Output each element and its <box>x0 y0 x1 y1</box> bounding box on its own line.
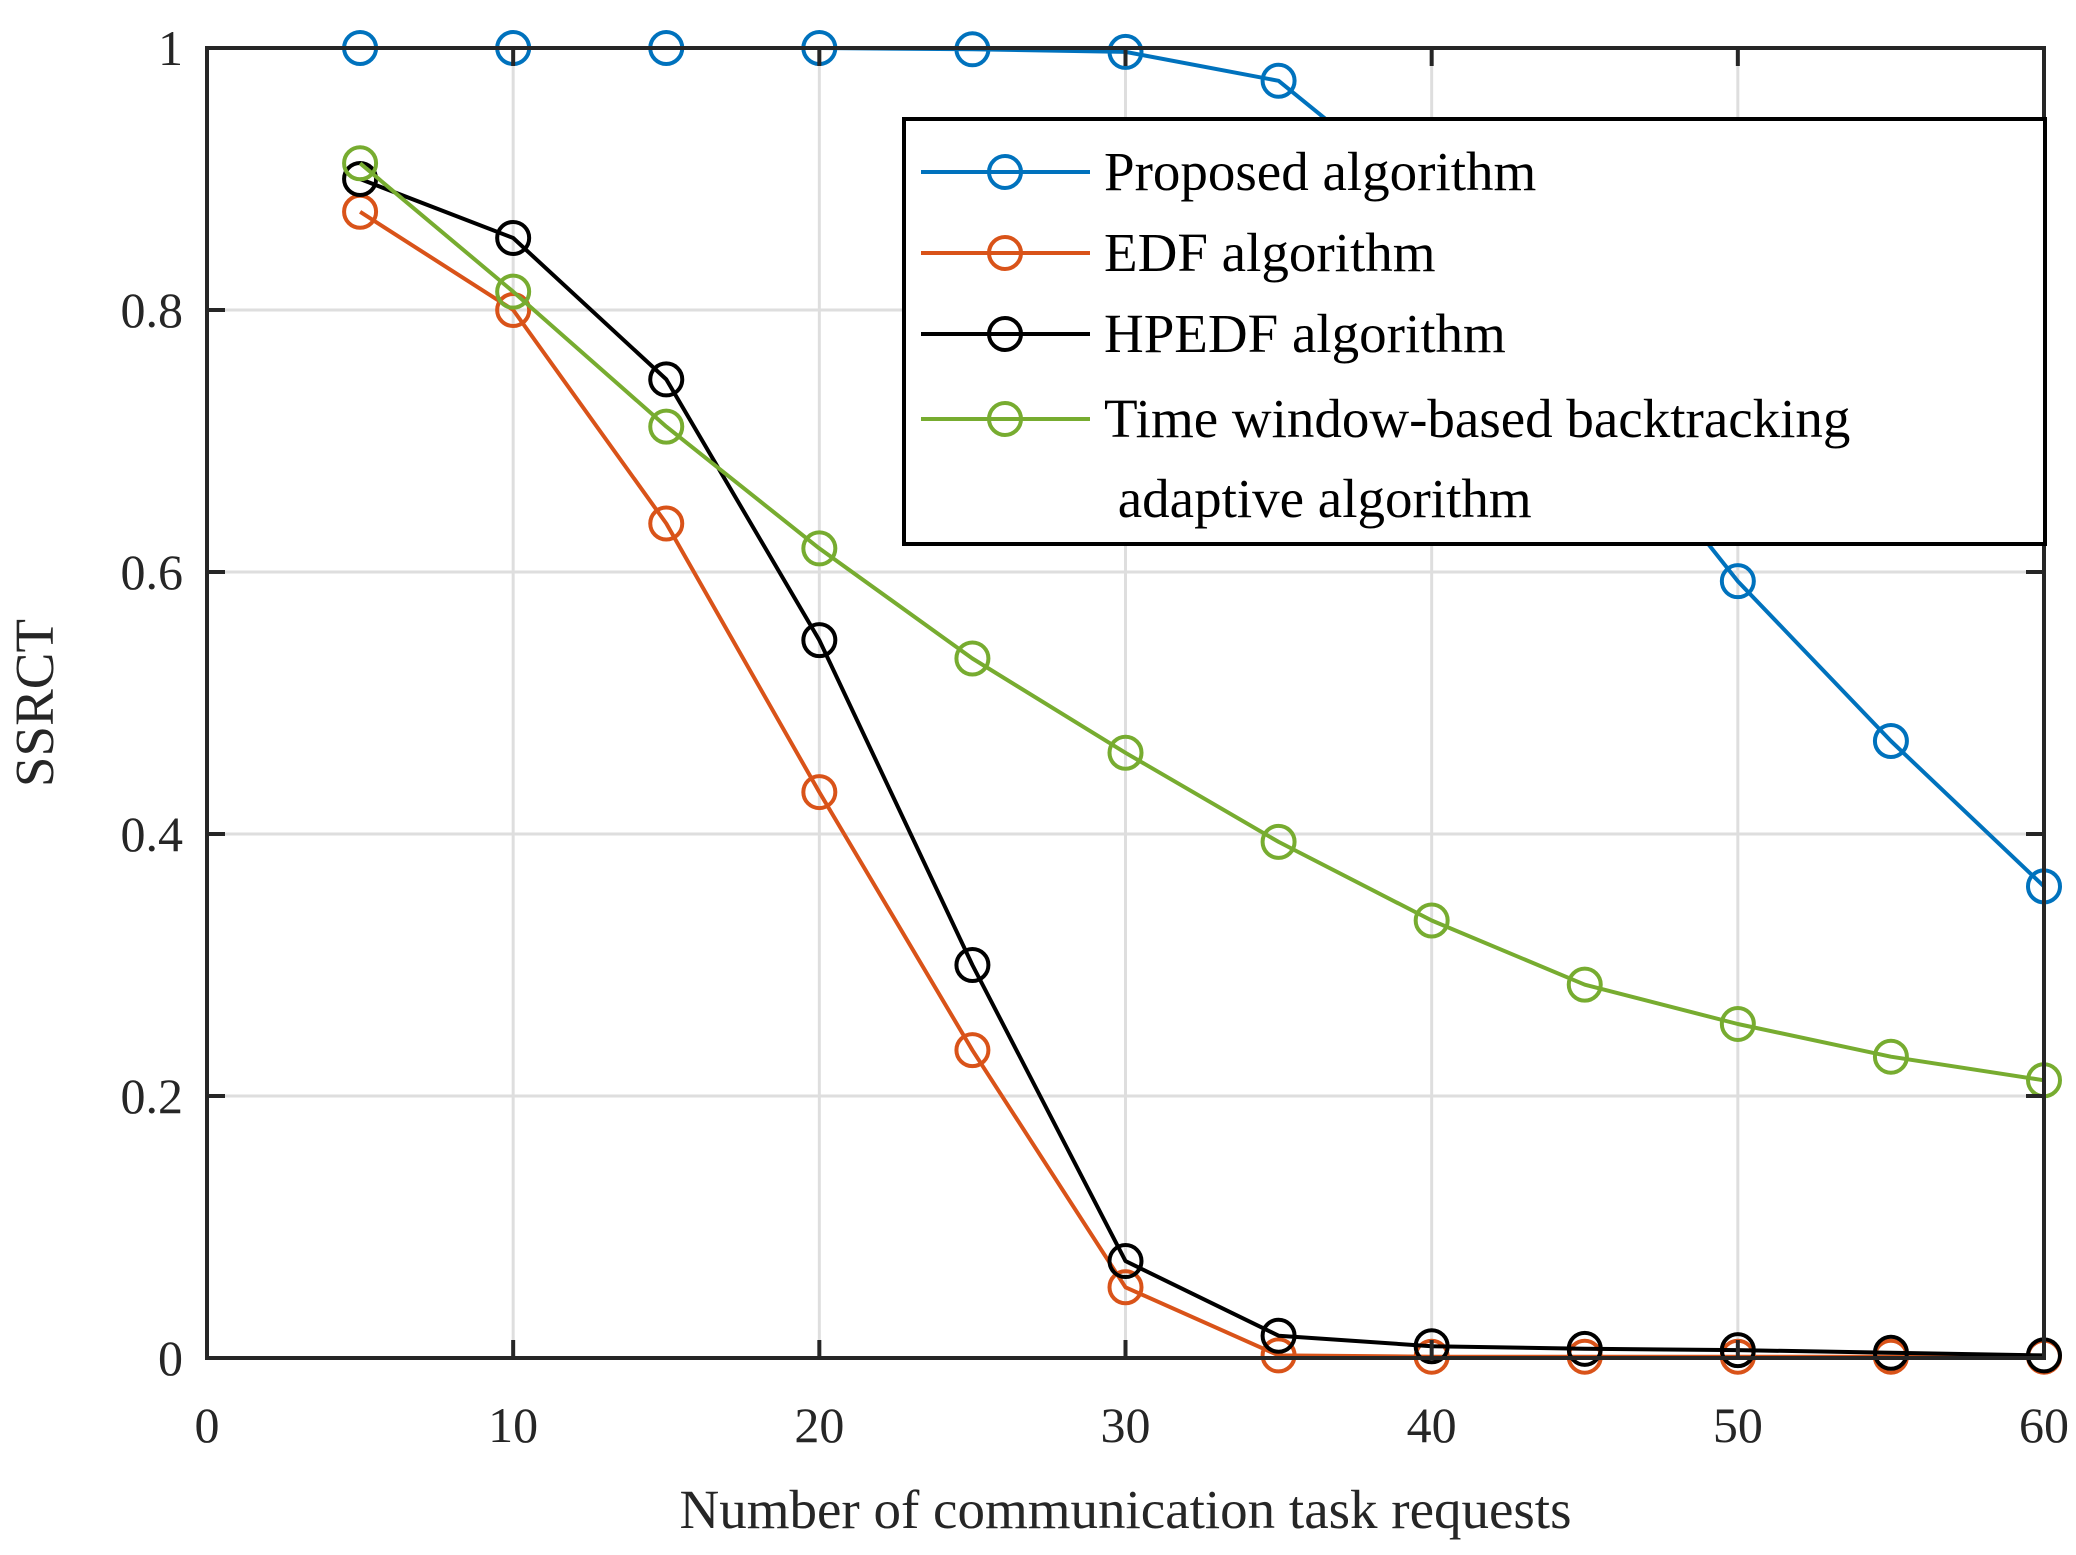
legend-marker-3 <box>987 401 1023 437</box>
legend-label-line-3-1: adaptive algorithm <box>1104 468 1532 529</box>
legend-label-line-3-0: Time window-based backtracking <box>1104 388 1850 449</box>
x-axis-title: Number of communication task requests <box>679 1479 1571 1540</box>
data-point-3-4 <box>954 640 991 677</box>
data-point-0-5 <box>1107 33 1144 70</box>
data-point-3-6 <box>1260 823 1297 860</box>
x-tick-label-1: 10 <box>488 1397 538 1453</box>
data-point-2-4 <box>954 947 991 983</box>
legend-box <box>902 117 2047 546</box>
y-tick-label-2: 0.4 <box>121 806 184 862</box>
data-point-3-10 <box>1872 1038 1909 1075</box>
data-point-1-3 <box>801 774 838 811</box>
data-point-2-1 <box>495 219 532 256</box>
data-point-1-0 <box>342 193 379 230</box>
legend-label-0: Proposed algorithm <box>1104 141 1536 202</box>
data-point-3-3 <box>801 530 838 567</box>
x-tick-label-0: 0 <box>195 1397 220 1453</box>
data-point-2-6 <box>1260 1317 1297 1354</box>
series-2 <box>342 161 2062 1374</box>
data-point-1-5 <box>1107 1269 1144 1306</box>
legend-label-line-2-0: HPEDF algorithm <box>1104 303 1506 364</box>
x-tick-label-5: 50 <box>1713 1397 1763 1453</box>
data-point-2-7 <box>1413 1328 1450 1365</box>
y-tick-label-1: 0.2 <box>121 1068 184 1124</box>
data-point-0-6 <box>1260 62 1297 99</box>
series-line-3 <box>358 161 2045 1083</box>
legend-label-3: Time window-based backtracking adaptive … <box>1104 388 1850 529</box>
legend-marker-2 <box>987 316 1023 352</box>
data-point-2-10 <box>1872 1334 1909 1371</box>
axis-ticks <box>205 46 2046 1360</box>
data-point-2-5 <box>1107 1243 1144 1280</box>
y-axis-title: SSRCT <box>4 619 65 787</box>
data-point-3-0 <box>342 145 379 182</box>
series-line-2 <box>359 177 2045 1358</box>
legend-label-line-0-0: Proposed algorithm <box>1104 141 1536 202</box>
data-point-3-5 <box>1107 734 1144 771</box>
data-point-2-9 <box>1719 1332 1756 1369</box>
legend: Proposed algorithm EDF algorithm HPEDF alg… <box>902 117 2047 546</box>
y-tick-label-0: 0 <box>158 1330 183 1386</box>
data-point-1-6 <box>1260 1337 1297 1374</box>
x-tick-label-3: 30 <box>1101 1397 1151 1453</box>
data-point-1-4 <box>954 1032 991 1069</box>
data-point-0-10 <box>1872 722 1909 759</box>
data-point-2-8 <box>1566 1330 1603 1367</box>
y-tick-label-5: 1 <box>158 20 183 76</box>
data-point-3-8 <box>1566 966 1603 1003</box>
axis-tick-labels: 0 10 20 30 40 50 60 0 0.2 0.4 0.6 0.8 1 <box>121 20 2070 1453</box>
y-tick-label-4: 0.8 <box>121 282 184 338</box>
legend-marker-1 <box>987 235 1023 271</box>
data-point-3-2 <box>648 408 685 445</box>
data-point-2-2 <box>648 361 685 398</box>
data-point-0-9 <box>1719 563 1756 600</box>
data-point-3-1 <box>495 273 532 310</box>
data-point-3-9 <box>1719 1005 1756 1042</box>
legend-label-line-1-0: EDF algorithm <box>1104 222 1436 283</box>
x-tick-label-4: 40 <box>1407 1397 1457 1453</box>
data-point-3-7 <box>1413 902 1450 939</box>
y-tick-label-3: 0.6 <box>121 544 184 600</box>
data-point-1-2 <box>648 505 685 542</box>
legend-label-2: HPEDF algorithm <box>1104 303 1506 364</box>
legend-marker-0 <box>987 154 1023 190</box>
x-tick-label-2: 20 <box>794 1397 844 1453</box>
x-tick-label-6: 60 <box>2019 1397 2069 1453</box>
legend-label-1: EDF algorithm <box>1104 222 1436 283</box>
data-point-2-3 <box>801 622 838 659</box>
